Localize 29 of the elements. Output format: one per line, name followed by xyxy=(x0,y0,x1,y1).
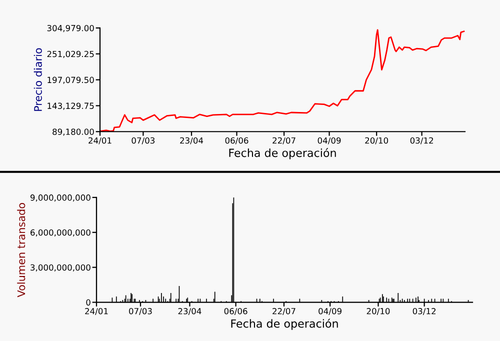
x-tick-label: 07/03 xyxy=(129,308,152,315)
y-axis-title: Precio diario xyxy=(34,48,42,111)
x-axis-title: Fecha de operación xyxy=(231,318,338,330)
y-tick-label: 197,079.50 xyxy=(48,76,94,84)
x-tick-label: 22/07 xyxy=(272,308,296,315)
x-tick-label: 24/01 xyxy=(88,137,112,144)
y-tick-label: 89,180.00 xyxy=(52,128,94,136)
x-tick-label: 03/12 xyxy=(410,137,433,144)
x-tick-label: 06/06 xyxy=(225,137,248,144)
x-tick-label: 20/10 xyxy=(366,308,390,315)
y-tick-label: 143,129.75 xyxy=(48,102,94,110)
x-tick-label: 04/09 xyxy=(318,137,341,144)
y-tick-label: 3,000,000,000 xyxy=(30,264,90,272)
x-tick-label: 06/06 xyxy=(224,308,248,315)
x-axis-title: Fecha de operación xyxy=(229,148,336,160)
x-tick-label: 24/01 xyxy=(85,308,108,315)
x-tick-label: 07/03 xyxy=(132,137,155,144)
y-tick-label: 9,000,000,000 xyxy=(30,194,90,202)
y-tick-label: 304,979.00 xyxy=(47,24,94,32)
y-tick-label: 0 xyxy=(86,299,90,306)
y-tick-label: 251,029.25 xyxy=(47,50,94,58)
x-tick-label: 23/04 xyxy=(178,308,202,315)
x-tick-label: 23/04 xyxy=(180,137,204,144)
x-tick-label: 03/12 xyxy=(412,308,436,315)
y-axis-title: Volumen transado xyxy=(17,203,26,298)
y-tick-label: 6,000,000,000 xyxy=(30,229,90,237)
x-tick-label: 20/10 xyxy=(365,137,388,144)
x-tick-label: 04/09 xyxy=(318,308,342,315)
x-tick-label: 22/07 xyxy=(272,137,296,144)
